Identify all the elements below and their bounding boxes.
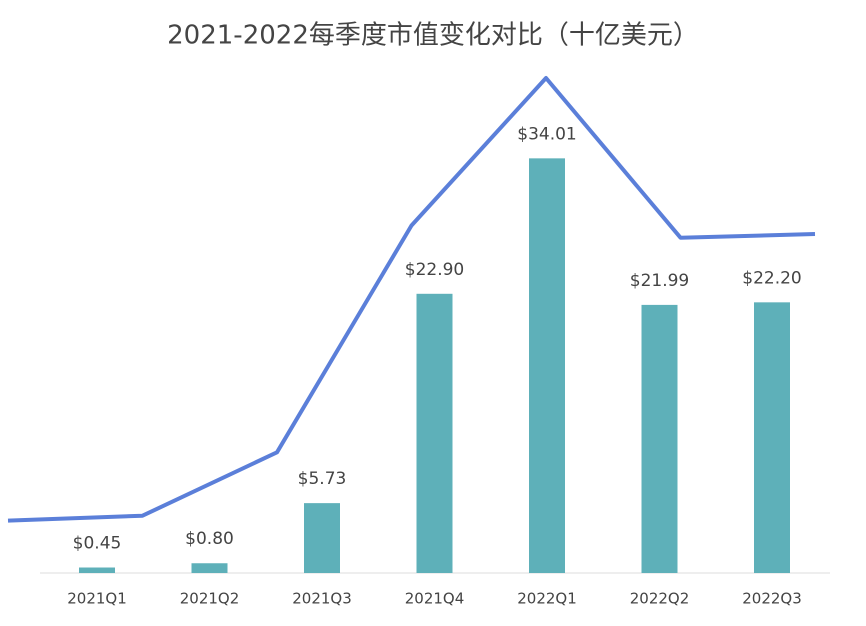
x-tick-label: 2022Q2 (630, 590, 690, 608)
x-tick-label: 2021Q3 (292, 590, 352, 608)
chart-title: 2021-2022每季度市值变化对比（十亿美元） (167, 21, 699, 51)
data-label: $21.99 (630, 271, 689, 291)
bar (754, 302, 790, 573)
bar (641, 304, 678, 573)
x-tick-label: 2022Q3 (742, 590, 802, 608)
bar (191, 563, 228, 573)
data-label: $22.90 (405, 260, 464, 280)
data-label: $0.45 (73, 534, 122, 554)
bar (79, 567, 115, 573)
line (7, 76, 816, 523)
bar (529, 158, 565, 573)
x-tick-label: 2021Q1 (67, 590, 127, 608)
x-tick-label: 2022Q1 (517, 590, 577, 608)
bar (304, 503, 340, 573)
data-label: $34.01 (517, 124, 576, 144)
data-label: $22.20 (742, 268, 801, 288)
data-label: $5.73 (298, 469, 347, 489)
x-tick-label: 2021Q2 (180, 590, 240, 608)
data-label: $0.80 (185, 529, 234, 549)
bar (416, 293, 453, 573)
x-tick-label: 2021Q4 (405, 590, 465, 608)
